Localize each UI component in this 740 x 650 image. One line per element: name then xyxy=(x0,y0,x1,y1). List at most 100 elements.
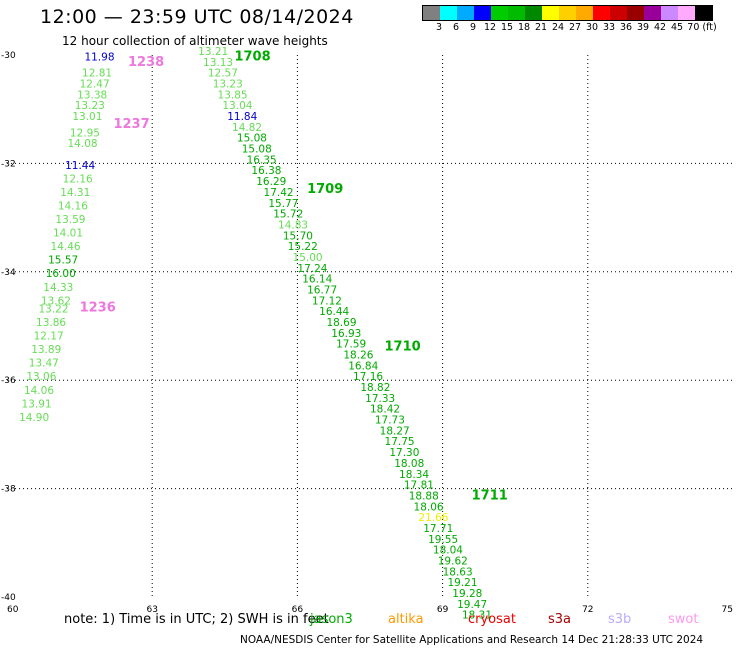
satellite-label-jason3: jason3 xyxy=(310,612,353,627)
legend-swatch xyxy=(542,6,559,20)
legend-label: 36 xyxy=(619,22,633,33)
wave-height-value: 17.16 xyxy=(353,371,383,383)
color-legend: 3 6 9 12 15 18 21 24 27 30 33 36 39 42 45 70 (ft) xyxy=(422,5,717,33)
legend-swatch xyxy=(525,6,542,20)
legend-swatch xyxy=(678,6,695,20)
legend-labels: 3 6 9 12 15 18 21 24 27 30 33 36 39 42 45 70 (ft) xyxy=(422,22,740,36)
track-id-label: 1708 xyxy=(234,49,270,64)
wave-height-value: 14.08 xyxy=(68,138,98,150)
wave-height-value: 16.35 xyxy=(247,154,277,166)
wave-height-value: 19.21 xyxy=(447,577,477,589)
wave-height-value: 14.01 xyxy=(53,228,83,240)
wave-height-value: 13.38 xyxy=(77,89,107,101)
legend-swatch xyxy=(457,6,474,20)
wave-height-value: 13.01 xyxy=(72,111,102,123)
wave-height-value: 13.13 xyxy=(203,57,233,69)
legend-swatch xyxy=(474,6,491,20)
track-id-label: 1237 xyxy=(113,117,149,132)
chart-title: 12:00 — 23:59 UTC 08/14/2024 xyxy=(40,6,354,28)
legend-swatch xyxy=(559,6,576,20)
x-tick-label: 72 xyxy=(582,605,593,615)
wave-height-value: 13.06 xyxy=(26,371,56,383)
y-tick-label: -32 xyxy=(1,159,16,169)
legend-label: 9 xyxy=(469,22,477,33)
wave-height-value: 13.59 xyxy=(55,214,85,226)
wave-height-value: 18.27 xyxy=(380,425,410,437)
wave-height-value: 14.90 xyxy=(19,412,49,424)
wave-height-value: 17.24 xyxy=(297,263,327,275)
track-id-label: 1709 xyxy=(307,182,343,197)
footer-note: note: 1) Time is in UTC; 2) SWH is in fe… xyxy=(64,612,329,627)
wave-height-value: 16.77 xyxy=(307,284,337,296)
wave-height-value: 15.08 xyxy=(237,133,267,145)
wave-height-value: 12.16 xyxy=(63,173,93,185)
wave-height-value: 21.66 xyxy=(418,512,448,524)
wave-height-value: 17.75 xyxy=(385,436,415,448)
wave-height-value: 12.47 xyxy=(80,79,110,91)
x-tick-label: 60 xyxy=(7,605,19,615)
wave-height-value: 15.70 xyxy=(283,230,313,242)
wave-height-value: 12.81 xyxy=(82,68,112,80)
wave-height-value: 18.08 xyxy=(394,458,424,470)
legend-swatch xyxy=(508,6,525,20)
wave-height-value: 15.77 xyxy=(268,198,298,210)
legend-label: 39 xyxy=(636,22,650,33)
wave-height-value: 16.38 xyxy=(251,165,281,177)
legend-label: 33 xyxy=(602,22,616,33)
wave-height-value: 13.23 xyxy=(75,100,105,112)
legend-swatch xyxy=(440,6,457,20)
wave-height-value: 12.17 xyxy=(34,331,64,343)
y-tick-label: -40 xyxy=(1,593,16,603)
track-values: 11.9812.8112.4713.3813.2313.0112.9514.08… xyxy=(19,46,508,622)
y-tick-label: -34 xyxy=(1,268,16,278)
wave-height-value: 13.47 xyxy=(29,358,59,370)
wave-height-value: 13.91 xyxy=(22,398,52,410)
track-id-label: 1711 xyxy=(472,488,508,503)
wave-height-value: 16.93 xyxy=(331,328,361,340)
wave-height-value: 14.46 xyxy=(51,241,81,253)
chart-subtitle: 12 hour collection of altimeter wave hei… xyxy=(62,34,328,48)
wave-height-value: 18.26 xyxy=(343,350,373,362)
legend-label: 45 xyxy=(670,22,684,33)
wave-height-value: 11.44 xyxy=(65,160,95,172)
wave-height-value: 13.21 xyxy=(198,46,228,58)
legend-label: 21 xyxy=(534,22,548,33)
wave-height-value: 14.16 xyxy=(58,200,88,212)
legend-label: 70 (ft) xyxy=(687,22,717,33)
wave-height-value: 13.23 xyxy=(213,79,243,91)
x-tick-label: 63 xyxy=(146,605,157,615)
wave-height-value: 16.44 xyxy=(319,306,349,318)
legend-swatch xyxy=(610,6,627,20)
legend-label: 24 xyxy=(551,22,565,33)
wave-height-value: 14.82 xyxy=(232,122,262,134)
wave-height-value: 13.85 xyxy=(218,89,248,101)
wave-height-value: 16.14 xyxy=(302,274,332,286)
wave-height-value: 19.55 xyxy=(428,534,458,546)
legend-label: 6 xyxy=(452,22,460,33)
legend-swatch xyxy=(695,6,712,20)
wave-height-value: 17.30 xyxy=(389,447,419,459)
wave-height-value: 18.69 xyxy=(326,317,356,329)
legend-swatch xyxy=(423,6,440,20)
wave-height-value: 14.33 xyxy=(43,282,73,294)
wave-height-value: 13.86 xyxy=(36,317,66,329)
legend-swatch xyxy=(491,6,508,20)
wave-height-value: 15.08 xyxy=(242,144,272,156)
track-id-label: 1710 xyxy=(385,339,421,354)
track-id-label: 1236 xyxy=(80,300,116,315)
wave-height-value: 12.95 xyxy=(70,127,100,139)
wave-height-value: 12.57 xyxy=(208,68,238,80)
legend-label: 42 xyxy=(653,22,667,33)
wave-height-value: 18.34 xyxy=(399,469,429,481)
legend-label: 27 xyxy=(568,22,582,33)
wave-height-value: 13.89 xyxy=(31,344,61,356)
legend-label: 15 xyxy=(500,22,514,33)
legend-swatch xyxy=(593,6,610,20)
wave-height-value: 11.98 xyxy=(84,51,114,63)
wave-height-value: 17.59 xyxy=(336,339,366,351)
x-tick-label: 69 xyxy=(437,605,449,615)
y-tick-label: -36 xyxy=(1,376,16,386)
wave-height-value: 14.83 xyxy=(278,219,308,231)
